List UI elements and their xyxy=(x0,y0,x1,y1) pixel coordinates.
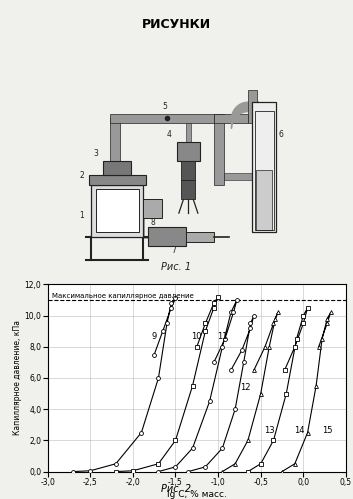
Text: 8: 8 xyxy=(150,218,155,227)
Bar xyxy=(89,175,146,185)
Bar xyxy=(255,111,274,230)
Bar xyxy=(96,190,139,232)
Text: 14: 14 xyxy=(294,426,304,435)
Bar xyxy=(186,232,214,242)
Bar xyxy=(110,114,224,123)
Text: 5: 5 xyxy=(162,102,167,111)
Text: 13: 13 xyxy=(264,426,275,435)
Text: 12: 12 xyxy=(240,383,251,393)
Bar xyxy=(103,161,131,175)
Bar xyxy=(247,90,257,123)
X-axis label: lg C, % масс.: lg C, % масс. xyxy=(167,490,227,499)
Text: 6: 6 xyxy=(279,130,283,139)
Bar xyxy=(143,199,162,218)
Text: 3: 3 xyxy=(94,149,98,158)
Text: 2: 2 xyxy=(79,171,84,180)
Bar xyxy=(224,173,252,180)
Text: Максимальное капиллярное давление: Максимальное капиллярное давление xyxy=(52,293,194,299)
Text: Рис. 1: Рис. 1 xyxy=(161,262,192,272)
Bar xyxy=(186,123,191,142)
Text: 15: 15 xyxy=(322,426,333,435)
Bar xyxy=(110,118,120,161)
Text: 10: 10 xyxy=(192,332,202,341)
Text: 4: 4 xyxy=(167,130,172,139)
Text: 1: 1 xyxy=(79,211,84,220)
Text: 11: 11 xyxy=(217,332,228,341)
Text: Рис. 2: Рис. 2 xyxy=(161,484,192,494)
Bar xyxy=(176,142,200,161)
Y-axis label: Капиллярное давление, кПа: Капиллярное давление, кПа xyxy=(13,320,22,436)
Bar xyxy=(214,114,247,123)
Text: 7: 7 xyxy=(172,247,176,255)
Bar xyxy=(148,228,186,247)
Text: 9: 9 xyxy=(151,332,157,341)
Bar xyxy=(181,180,196,199)
Bar xyxy=(252,102,276,232)
Text: РИСУНКИ: РИСУНКИ xyxy=(142,18,211,31)
Bar xyxy=(91,185,143,237)
Bar xyxy=(181,161,196,180)
Bar xyxy=(214,114,224,185)
Bar xyxy=(256,170,273,230)
